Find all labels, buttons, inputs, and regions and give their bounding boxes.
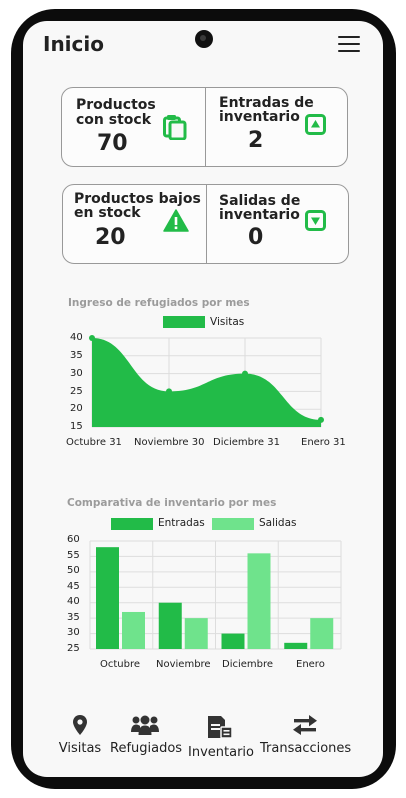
legend-label: Entradas (158, 517, 205, 529)
stats-card-bottom (62, 184, 349, 264)
y-tick-label: 50 (67, 565, 80, 576)
x-tick-label: Enero 31 (301, 437, 346, 448)
bar-entradas (96, 547, 119, 649)
nav-label: Inventario (188, 745, 254, 760)
chart-title: Comparativa de inventario por mes (67, 497, 277, 509)
arrow-up-box-icon (305, 114, 326, 139)
y-tick-label: 40 (70, 332, 83, 343)
x-tick-label: Diciembre (222, 659, 274, 670)
y-tick-label: 55 (67, 550, 80, 561)
data-point (318, 416, 324, 423)
y-tick-label: 35 (67, 612, 80, 623)
x-tick-label: Octubre 31 (66, 437, 122, 448)
x-tick-label: Noviembre 30 (134, 437, 205, 448)
stat-label: Productos bajos (74, 191, 201, 207)
nav-item-refugiados[interactable]: Refugiados (110, 715, 183, 756)
users-icon (131, 715, 159, 735)
stat-label: inventario (219, 207, 300, 223)
exchange-icon (293, 715, 317, 735)
nav-item-inventario[interactable]: Inventario (188, 715, 254, 760)
x-tick-label: Enero (296, 659, 325, 670)
chart-title: Ingreso de refugiados por mes (68, 297, 250, 309)
y-tick-label: 20 (70, 403, 83, 414)
y-tick-label: 15 (70, 421, 83, 432)
stat-value: 20 (95, 225, 126, 250)
arrow-down-box-icon (305, 210, 326, 235)
camera-notch (195, 30, 213, 48)
y-tick-label: 25 (67, 643, 80, 654)
nav-label: Visitas (58, 741, 102, 756)
y-tick-label: 30 (67, 627, 80, 638)
y-tick-label: 30 (70, 368, 83, 379)
page-title: Inicio (43, 32, 104, 56)
bar-entradas (221, 633, 245, 649)
legend-label: Salidas (259, 517, 297, 529)
nav-item-transacciones[interactable]: Transacciones (260, 715, 352, 756)
stat-label: inventario (219, 109, 300, 125)
nav-item-visitas[interactable]: Visitas (58, 715, 102, 756)
stat-label: Productos (76, 97, 156, 113)
map-pin-icon (73, 715, 87, 735)
y-tick-label: 45 (67, 581, 80, 592)
stat-label: con stock (76, 112, 152, 128)
y-tick-label: 60 (67, 534, 80, 545)
legend-swatch-salidas (212, 518, 254, 530)
clipboard-icon (163, 114, 187, 144)
area-series-visitas (92, 338, 321, 427)
warning-icon (163, 209, 189, 236)
bar-salidas (184, 618, 208, 649)
legend-swatch-entradas (111, 518, 153, 530)
bar-salidas (122, 611, 145, 649)
legend-swatch-visitas (163, 316, 205, 328)
bar-entradas (284, 642, 308, 649)
legend-label: Visitas (210, 316, 245, 328)
x-tick-label: Diciembre 31 (213, 437, 280, 448)
stat-label: Entradas de (219, 95, 314, 111)
y-tick-label: 35 (70, 350, 83, 361)
nav-label: Refugiados (110, 741, 183, 756)
x-tick-label: Octubre (100, 659, 141, 670)
data-point (166, 388, 172, 395)
hamburger-menu-icon[interactable] (338, 36, 360, 53)
bar-salidas (247, 553, 271, 649)
stats-card-top (61, 87, 348, 167)
stat-value: 70 (97, 131, 128, 156)
stat-label: Salidas de (219, 193, 301, 209)
data-point (242, 370, 248, 377)
x-tick-label: Noviembre (156, 659, 211, 670)
stat-value: 2 (248, 128, 264, 153)
nav-label: Transacciones (260, 741, 352, 756)
stat-value: 0 (248, 225, 264, 250)
data-point (89, 335, 95, 341)
bar-salidas (310, 618, 334, 649)
bar-entradas (158, 602, 182, 649)
stat-label: en stock (74, 205, 141, 221)
document-icon (208, 716, 233, 739)
y-tick-label: 25 (70, 386, 83, 397)
y-tick-label: 40 (67, 596, 80, 607)
